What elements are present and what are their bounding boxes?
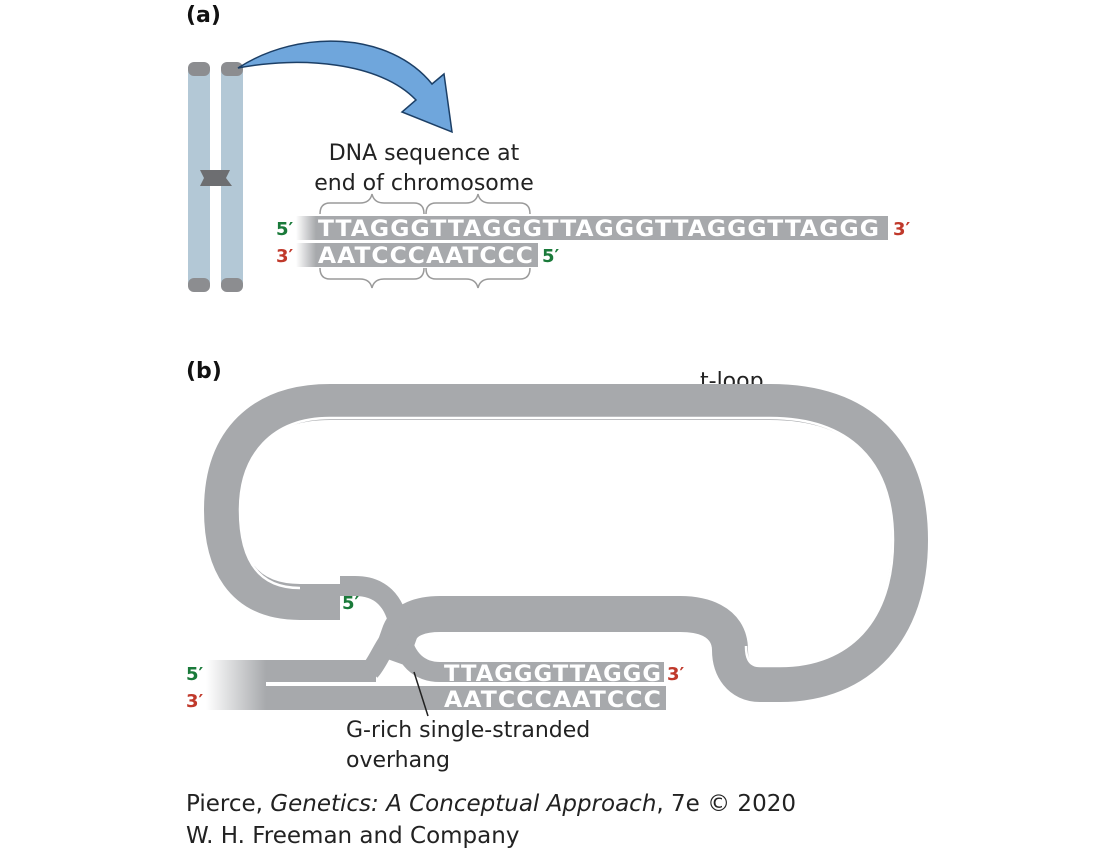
panel-b-bottom-3prime: 3′ [186,691,204,712]
overhang-3prime: 3′ [667,664,685,685]
incoming-top-strand [266,660,376,682]
repeat-brace-bottom-1 [319,267,425,289]
panel-a-label: (a) [186,3,221,28]
bottom-strand-3prime: 3′ [276,246,294,267]
t-loop-duplex [203,384,929,702]
caption-line-2: end of chromosome [314,171,533,196]
panel-b-label: (b) [186,359,222,384]
incoming-bottom-strand [266,686,666,710]
credit-line-1: Pierce, Genetics: A Conceptual Approach,… [186,791,796,817]
overhang-label-line-2: overhang [346,748,450,773]
overhang-sequence: TTAGGGTTAGGG [444,662,662,687]
repeat-brace-bottom-2 [425,267,531,289]
inner-5prime: 5′ [342,593,360,614]
overhang-pointer [413,671,429,717]
bottom-strand-sequence: AATCCCAATCCC [318,244,534,269]
repeat-brace-top-2 [425,193,531,215]
zoom-arrow [237,40,453,134]
overhang-label-line-1: G-rich single-stranded [346,718,590,743]
credit-edition: , 7e © 2020 [656,791,796,817]
centromere [200,170,232,186]
top-strand-3prime: 3′ [893,219,911,240]
repeat-brace-top-1 [319,193,425,215]
bottom-strand-fade [296,243,316,267]
panel-b-bottom-sequence: AATCCCAATCCC [444,688,662,713]
bottom-strand-5prime: 5′ [542,246,560,267]
caption-line-1: DNA sequence at [329,141,520,166]
bottom-strand-bar [316,243,538,267]
credit-author: Pierce, [186,791,270,817]
top-strand-5prime: 5′ [276,219,294,240]
credit-title: Genetics: A Conceptual Approach [270,791,656,817]
invading-strand [340,576,664,682]
displaced-strand [362,623,405,678]
chromosome [188,62,243,292]
top-strand-bar [316,216,888,240]
panel-b-top-5prime: 5′ [186,664,204,685]
top-strand-sequence: TTAGGGTTAGGGTTAGGGTTAGGGTTAGGG [318,217,880,242]
credit-publisher: W. H. Freeman and Company [186,823,519,849]
incoming-duplex-fade [206,660,266,710]
top-strand-fade [296,216,316,240]
